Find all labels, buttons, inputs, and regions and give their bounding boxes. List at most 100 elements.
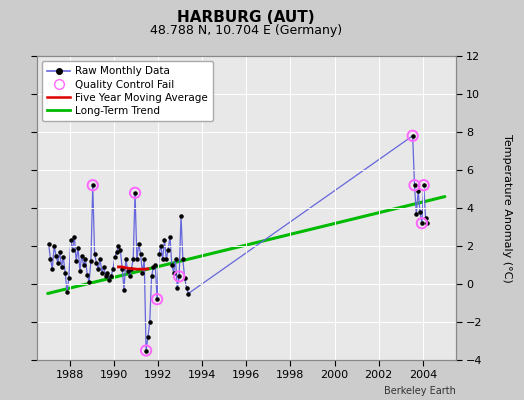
Point [420, 182, 428, 188]
Point [89, 182, 97, 188]
Point [120, 286, 128, 293]
Point [46, 256, 54, 262]
Point [68, 246, 77, 253]
Point [67, 237, 75, 244]
Point [122, 256, 130, 262]
Point [184, 290, 192, 297]
Legend: Raw Monthly Data, Quality Control Fail, Five Year Moving Average, Long-Term Tren: Raw Monthly Data, Quality Control Fail, … [42, 61, 213, 121]
Point [414, 188, 422, 194]
Point [153, 296, 161, 302]
Point [52, 252, 60, 259]
Point [138, 270, 147, 276]
Point [160, 237, 169, 244]
Point [85, 279, 93, 285]
Point [57, 264, 66, 270]
Point [107, 273, 115, 280]
Point [418, 220, 426, 226]
Point [175, 273, 183, 280]
Point [416, 209, 424, 215]
Point [98, 270, 106, 276]
Point [140, 256, 148, 262]
Point [162, 256, 170, 262]
Point [153, 296, 161, 302]
Point [81, 256, 90, 262]
Text: 48.788 N, 10.704 E (Germany): 48.788 N, 10.704 E (Germany) [150, 24, 342, 37]
Point [91, 250, 99, 257]
Text: HARBURG (AUT): HARBURG (AUT) [178, 10, 315, 25]
Point [103, 270, 112, 276]
Point [177, 212, 185, 219]
Point [133, 256, 141, 262]
Point [409, 133, 417, 139]
Point [144, 334, 152, 340]
Point [92, 260, 101, 266]
Point [79, 262, 88, 268]
Point [45, 241, 53, 247]
Point [72, 258, 80, 264]
Point [179, 256, 187, 262]
Point [114, 243, 123, 249]
Point [111, 254, 119, 261]
Point [86, 258, 95, 264]
Point [169, 270, 178, 276]
Point [59, 254, 68, 261]
Point [83, 271, 92, 278]
Point [420, 182, 428, 188]
Point [157, 243, 165, 249]
Point [105, 277, 114, 283]
Point [127, 266, 136, 272]
Point [410, 182, 419, 188]
Point [147, 273, 156, 280]
Point [146, 319, 154, 325]
Point [56, 248, 64, 255]
Point [61, 270, 69, 276]
Point [125, 273, 134, 280]
Point [131, 190, 139, 196]
Point [151, 262, 159, 268]
Point [124, 268, 132, 274]
Point [166, 233, 174, 240]
Point [173, 285, 181, 291]
Point [118, 266, 126, 272]
Point [116, 246, 125, 253]
Point [74, 245, 82, 251]
Point [96, 256, 104, 262]
Point [113, 248, 121, 255]
Point [89, 182, 97, 188]
Point [48, 266, 57, 272]
Point [142, 347, 150, 354]
Point [53, 260, 62, 266]
Point [412, 210, 421, 217]
Text: Berkeley Earth: Berkeley Earth [384, 386, 456, 396]
Point [168, 262, 176, 268]
Point [409, 133, 417, 139]
Point [418, 220, 426, 226]
Point [164, 246, 172, 253]
Point [70, 233, 79, 240]
Point [182, 285, 191, 291]
Point [158, 256, 167, 262]
Point [155, 250, 163, 257]
Point [109, 266, 117, 272]
Point [410, 182, 419, 188]
Point [64, 275, 73, 282]
Point [171, 256, 180, 262]
Point [135, 241, 143, 247]
Point [129, 256, 137, 262]
Point [94, 266, 103, 272]
Point [102, 273, 110, 280]
Point [149, 264, 158, 270]
Point [100, 264, 108, 270]
Point [78, 252, 86, 259]
Point [63, 288, 71, 295]
Point [423, 220, 432, 226]
Point [131, 190, 139, 196]
Point [136, 250, 145, 257]
Point [175, 273, 183, 280]
Y-axis label: Temperature Anomaly (°C): Temperature Anomaly (°C) [502, 134, 512, 282]
Point [75, 268, 84, 274]
Point [421, 214, 430, 221]
Point [142, 347, 150, 354]
Point [50, 243, 58, 249]
Point [180, 275, 189, 282]
